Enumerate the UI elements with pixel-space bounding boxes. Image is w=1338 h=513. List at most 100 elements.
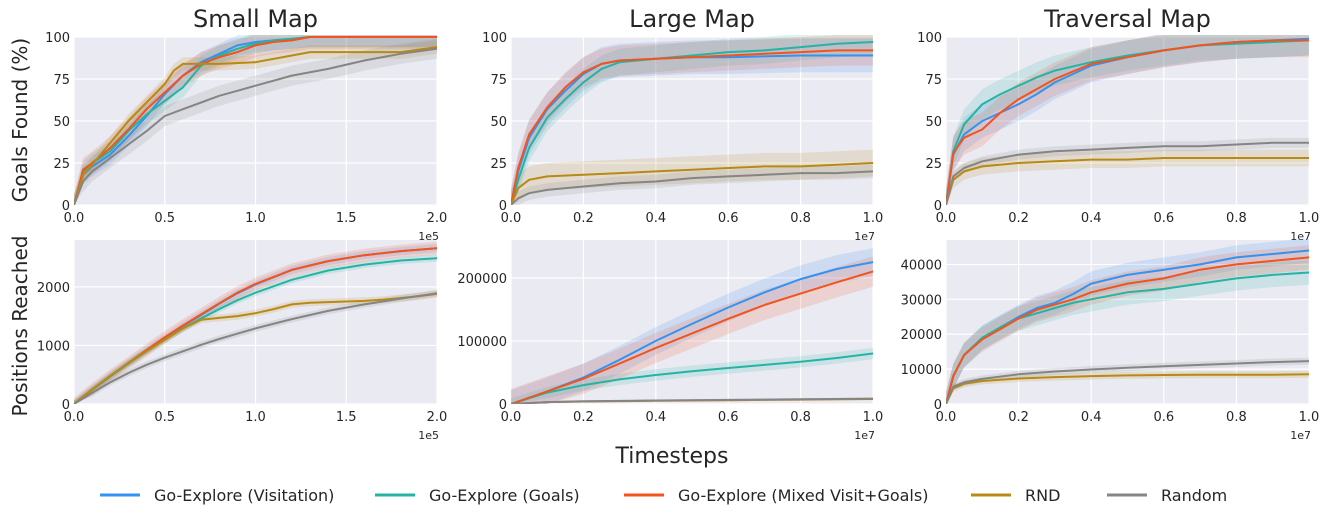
line-random	[511, 170, 873, 205]
line-random	[511, 397, 873, 404]
panels-layer: 0.0 0.5 1.0 1.5 2.0 0 25 50 75 100 1e5 Small Map 0.0…	[37, 5, 1319, 442]
x-tick-label: 1.0	[1299, 410, 1320, 425]
x-axis-multiplier: 1e7	[1290, 429, 1311, 442]
x-tick-label: 1.5	[336, 211, 357, 226]
line-random	[946, 141, 1309, 205]
legend: Go-Explore (Visitation) Go-Explore (Goals…	[100, 486, 1227, 505]
x-axis-multiplier: 1e5	[418, 230, 439, 243]
series-layer	[946, 238, 1309, 404]
band-go-explore-mixed-visit-goals	[511, 35, 873, 205]
band-rnd	[74, 40, 437, 205]
band-random	[946, 137, 1309, 205]
series-layer	[74, 241, 437, 404]
x-tick-label: 0.0	[936, 410, 957, 425]
y-tick-label: 75	[53, 73, 70, 88]
x-tick-label: 2.0	[427, 211, 448, 226]
y-tick-label: 20000	[901, 328, 942, 343]
line-rnd	[74, 46, 437, 205]
x-axis-multiplier: 1e7	[854, 230, 875, 243]
band-random	[74, 38, 437, 205]
panel-1: 0.0 0.5 1.0 1.5 2.0 0 25 50 75 100 1e5 Small Map	[45, 5, 447, 243]
legend-label: RND	[1025, 486, 1060, 505]
panel-title: Traversal Map	[1043, 5, 1211, 33]
y-tick-label: 1000	[37, 339, 70, 354]
x-tick-label: 0.2	[1008, 211, 1029, 226]
legend-item-go-explore-visitation: Go-Explore (Visitation)	[100, 486, 334, 505]
x-tick-label: 0.5	[154, 410, 175, 425]
y-tick-label: 200000	[457, 272, 507, 287]
x-tick-label: 1.0	[863, 410, 884, 425]
x-tick-label: 0.0	[936, 211, 957, 226]
line-rnd	[74, 292, 437, 404]
line-rnd	[511, 162, 873, 205]
series-layer	[511, 35, 873, 205]
x-tick-label: 0.4	[1081, 410, 1102, 425]
band-go-explore-mixed-visit-goals	[74, 35, 437, 205]
y-tick-label: 0	[934, 398, 942, 413]
y-tick-label: 100	[482, 31, 507, 46]
y-tick-label: 30000	[901, 293, 942, 308]
y-tick-label: 0	[499, 398, 507, 413]
y-tick-label: 25	[925, 157, 942, 172]
band-rnd	[946, 149, 1309, 205]
legend-item-go-explore-mixed-visit-goals: Go-Explore (Mixed Visit+Goals)	[624, 486, 928, 505]
y-tick-label: 0	[934, 199, 942, 214]
line-go-explore-goals	[946, 39, 1309, 205]
legend-item-rnd: RND	[971, 486, 1060, 505]
y-tick-label: 50	[490, 115, 507, 130]
x-tick-label: 1.0	[245, 211, 266, 226]
line-go-explore-mixed-visit-goals	[511, 49, 873, 205]
line-random	[74, 292, 437, 404]
panel-title: Small Map	[193, 5, 318, 33]
y-tick-label: 75	[490, 73, 507, 88]
x-tick-label: 1.0	[245, 410, 266, 425]
y-axis-label-goals: Goals Found (%)	[8, 38, 32, 202]
x-tick-label: 0.4	[645, 410, 666, 425]
x-tick-label: 0.8	[790, 211, 811, 226]
x-tick-label: 2.0	[427, 410, 448, 425]
panel-title: Large Map	[629, 5, 755, 33]
x-axis-multiplier: 1e5	[418, 429, 439, 442]
y-tick-label: 50	[53, 115, 70, 130]
line-go-explore-goals	[511, 41, 873, 205]
panel-3: 0.0 0.2 0.4 0.6 0.8 1.0 0 25 50 75 100 1e7 Traversal…	[917, 5, 1319, 243]
band-go-explore-visitation	[511, 248, 873, 404]
line-random	[946, 360, 1309, 404]
legend-label: Random	[1161, 486, 1227, 505]
y-tick-label: 2000	[37, 281, 70, 296]
plot-area	[511, 240, 873, 404]
band-go-explore-goals	[511, 35, 873, 205]
y-tick-label: 0	[499, 199, 507, 214]
panel-6: 0.0 0.2 0.4 0.6 0.8 1.0 0 10000 20000 30000 40000 1…	[901, 238, 1320, 442]
x-tick-label: 0.8	[1226, 410, 1247, 425]
legend-item-go-explore-goals: Go-Explore (Goals)	[375, 486, 580, 505]
y-tick-label: 0	[62, 199, 70, 214]
band-go-explore-goals	[511, 347, 873, 404]
x-tick-label: 1.5	[336, 410, 357, 425]
band-go-explore-goals	[74, 35, 437, 205]
line-random	[74, 47, 437, 205]
series-layer	[511, 248, 873, 404]
x-tick-label: 0.2	[573, 410, 594, 425]
y-tick-label: 0	[62, 398, 70, 413]
x-tick-label: 0.8	[1226, 211, 1247, 226]
x-axis-multiplier: 1e7	[1290, 230, 1311, 243]
panel-4: 0.0 0.5 1.0 1.5 2.0 0 1000 2000 1e5	[37, 240, 447, 442]
line-go-explore-mixed-visit-goals	[511, 270, 873, 404]
band-go-explore-visitation	[74, 35, 437, 205]
x-tick-label: 0.6	[1153, 211, 1174, 226]
y-tick-label: 40000	[901, 258, 942, 273]
x-tick-label: 0.6	[1153, 410, 1174, 425]
y-tick-label: 50	[925, 115, 942, 130]
x-tick-label: 1.0	[1299, 211, 1320, 226]
y-axis-label-positions: Positions Reached	[8, 236, 32, 417]
y-tick-label: 25	[53, 157, 70, 172]
x-axis-label: Timesteps	[615, 444, 729, 469]
x-tick-label: 0.6	[718, 211, 739, 226]
x-tick-label: 0.6	[718, 410, 739, 425]
x-tick-label: 0.0	[501, 410, 522, 425]
x-axis-multiplier: 1e7	[854, 429, 875, 442]
x-tick-label: 0.2	[573, 211, 594, 226]
